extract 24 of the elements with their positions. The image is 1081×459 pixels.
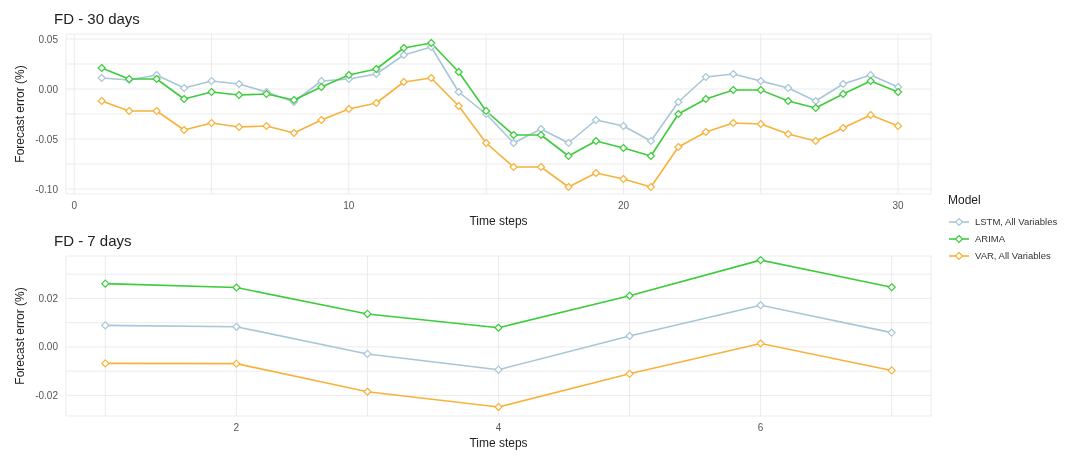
legend-title: Model bbox=[948, 193, 982, 207]
x-tick-label: 2 bbox=[233, 422, 240, 434]
y-tick-label: -0.10 bbox=[35, 183, 59, 195]
y-tick-label: 0.02 bbox=[38, 292, 59, 304]
x-tick-label: 6 bbox=[757, 422, 764, 434]
legend-label: LSTM, All Variables bbox=[975, 216, 1058, 227]
chart-title: FD - 7 days bbox=[54, 232, 132, 249]
x-tick-label: 4 bbox=[495, 422, 502, 434]
legend-label: ARIMA bbox=[975, 233, 1006, 244]
y-tick-label: 0.00 bbox=[38, 341, 59, 353]
x-tick-label: 0 bbox=[71, 200, 78, 212]
y-axis-title: Forecast error (%) bbox=[13, 287, 28, 385]
x-tick-label: 10 bbox=[343, 200, 355, 212]
chart-title: FD - 30 days bbox=[54, 10, 140, 27]
y-tick-label: 0.05 bbox=[38, 33, 59, 45]
x-tick-label: 20 bbox=[617, 200, 630, 212]
x-tick-label: 30 bbox=[892, 200, 905, 212]
x-axis-title: Time steps bbox=[469, 214, 528, 228]
y-tick-label: -0.02 bbox=[35, 389, 59, 401]
x-axis-title: Time steps bbox=[469, 436, 528, 450]
y-tick-label: 0.00 bbox=[38, 83, 59, 95]
legend-label: VAR, All Variables bbox=[975, 250, 1051, 261]
y-tick-label: -0.05 bbox=[35, 133, 59, 145]
y-axis-title: Forecast error (%) bbox=[13, 65, 28, 163]
